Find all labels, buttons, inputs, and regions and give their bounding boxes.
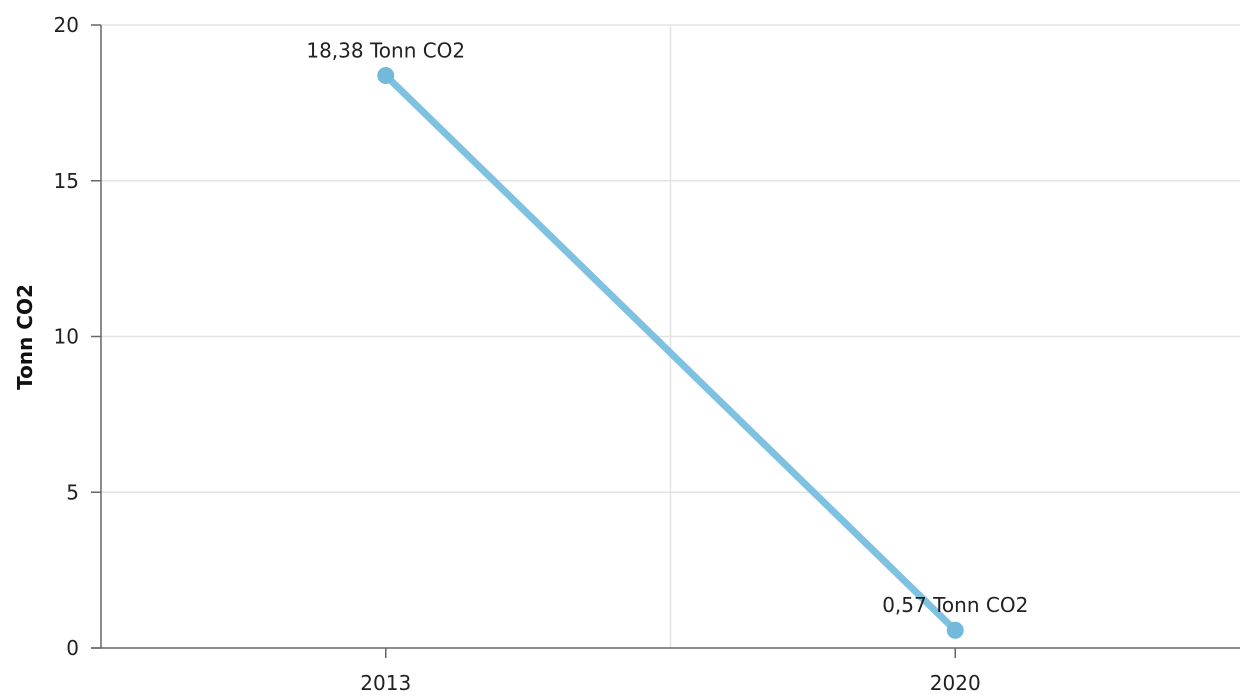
y-axis-title: Tonn CO2 <box>13 284 37 390</box>
series-layer <box>377 66 964 639</box>
axis-layer: 0 5 10 15 20 2013 2020 <box>54 13 1240 695</box>
y-tick-label: 10 <box>54 325 79 349</box>
x-tick-label: 2020 <box>930 671 981 695</box>
y-tick-label: 5 <box>66 480 79 504</box>
grid-layer <box>101 24 1240 648</box>
y-tick-label: 20 <box>54 13 79 37</box>
y-tick-label: 15 <box>54 169 79 193</box>
x-tick-label: 2013 <box>360 671 411 695</box>
y-tick-label: 0 <box>66 636 79 660</box>
data-point-marker <box>377 66 395 84</box>
label-layer: 18,38 Tonn CO2 0,57 Tonn CO2 <box>306 38 1028 617</box>
data-point-marker <box>946 621 964 639</box>
data-label: 18,38 Tonn CO2 <box>306 38 465 62</box>
data-label: 0,57 Tonn CO2 <box>882 593 1028 617</box>
series-line <box>382 71 959 634</box>
